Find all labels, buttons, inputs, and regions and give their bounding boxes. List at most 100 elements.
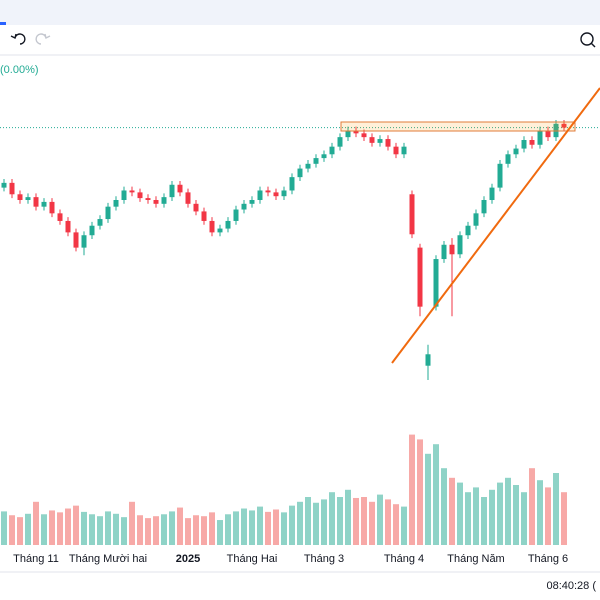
candle-body xyxy=(25,197,31,200)
candle-body xyxy=(65,220,71,233)
candle-body xyxy=(193,203,199,212)
volume-bar xyxy=(161,514,167,545)
volume-bar xyxy=(89,514,95,545)
undo-button[interactable] xyxy=(10,33,26,45)
volume-bar xyxy=(113,513,119,545)
candle-body xyxy=(305,163,311,169)
volume-bar xyxy=(433,444,439,545)
candle-body xyxy=(385,139,391,147)
volume-bar xyxy=(545,487,551,545)
candle-body xyxy=(537,130,543,145)
candle-body xyxy=(41,201,47,207)
volume-bar xyxy=(81,511,87,545)
volume-bar xyxy=(201,516,207,545)
volume-bar xyxy=(289,505,295,545)
candle-body xyxy=(337,137,343,147)
candle-body xyxy=(553,123,559,138)
volume-bar xyxy=(313,502,319,545)
volume-bar xyxy=(465,492,471,545)
candle-body xyxy=(241,203,247,210)
candle-body xyxy=(17,194,23,200)
volume-bar xyxy=(417,439,423,545)
candle-body xyxy=(449,244,455,255)
volume-bar xyxy=(137,515,143,545)
x-tick-label: Tháng Năm xyxy=(447,553,504,565)
candle-body xyxy=(121,190,127,200)
replay-icon-handle xyxy=(590,42,596,48)
volume-bar xyxy=(185,518,191,545)
volume-bar xyxy=(217,520,223,545)
volume-bar xyxy=(345,489,351,545)
candle-body xyxy=(265,190,271,193)
candle-body xyxy=(497,163,503,188)
volume-bar xyxy=(65,508,71,545)
volume-bar xyxy=(257,506,263,545)
volume-bar xyxy=(537,480,543,545)
volume-bar xyxy=(121,517,127,545)
x-tick-label: Tháng 11 xyxy=(13,553,59,565)
volume-bar xyxy=(497,482,503,545)
volume-bar xyxy=(273,509,279,545)
candle-body xyxy=(169,184,175,198)
x-tick-label: Tháng 3 xyxy=(304,553,344,565)
candle-body xyxy=(545,130,551,138)
candle-body xyxy=(521,140,527,149)
volume-bar xyxy=(233,511,239,545)
volume-bar xyxy=(553,473,559,545)
candle-body xyxy=(49,201,55,214)
candle-body xyxy=(513,148,519,155)
candle-body xyxy=(105,206,111,220)
volume-bar xyxy=(561,492,567,545)
volume-bar xyxy=(505,477,511,545)
candle-body xyxy=(457,235,463,255)
volume-bar xyxy=(481,497,487,545)
candle-body xyxy=(409,194,415,235)
candle-body xyxy=(217,228,223,233)
candle-body xyxy=(489,187,495,200)
volume-bar xyxy=(265,511,271,545)
candle-body xyxy=(249,200,255,204)
candle-body xyxy=(297,168,303,178)
candle-body xyxy=(185,192,191,204)
volume-bar xyxy=(97,516,103,545)
volume-bar xyxy=(337,497,343,545)
candle-body xyxy=(361,133,367,138)
volume-bar xyxy=(25,513,31,545)
volume-bar xyxy=(425,453,431,545)
volume-bar xyxy=(209,512,215,545)
volume-bar xyxy=(105,511,111,545)
resistance-zone xyxy=(340,121,576,132)
candle-body xyxy=(177,184,183,193)
candle-body xyxy=(153,200,159,204)
candle-body xyxy=(97,219,103,226)
volume-bar xyxy=(489,489,495,545)
volume-bar xyxy=(473,487,479,545)
volume-bar xyxy=(153,516,159,545)
candle-body xyxy=(273,192,279,197)
volume-bar xyxy=(401,506,407,545)
volume-bar xyxy=(377,494,383,545)
volume-bar xyxy=(241,508,247,545)
candle-body xyxy=(401,146,407,155)
candle-body xyxy=(353,130,359,134)
volume-bar xyxy=(457,482,463,545)
volume-bar xyxy=(441,468,447,545)
volume-bar xyxy=(193,515,199,545)
candle-body xyxy=(473,213,479,226)
x-tick-label: Tháng Mười hai xyxy=(69,553,147,565)
candle-body xyxy=(321,154,327,159)
candle-body xyxy=(209,220,215,233)
volume-bar xyxy=(177,507,183,545)
volume-bar xyxy=(225,514,231,545)
volume-bar xyxy=(329,492,335,545)
candle-body xyxy=(481,200,487,214)
replay-button[interactable] xyxy=(580,32,596,48)
volume-bar xyxy=(513,485,519,545)
redo-button[interactable] xyxy=(35,33,51,45)
candle-body xyxy=(225,220,231,229)
change-label: (0.00%) xyxy=(0,64,39,76)
candle-body xyxy=(33,197,39,207)
clock: 08:40:28 ( xyxy=(546,580,596,592)
volume-bar xyxy=(353,497,359,545)
